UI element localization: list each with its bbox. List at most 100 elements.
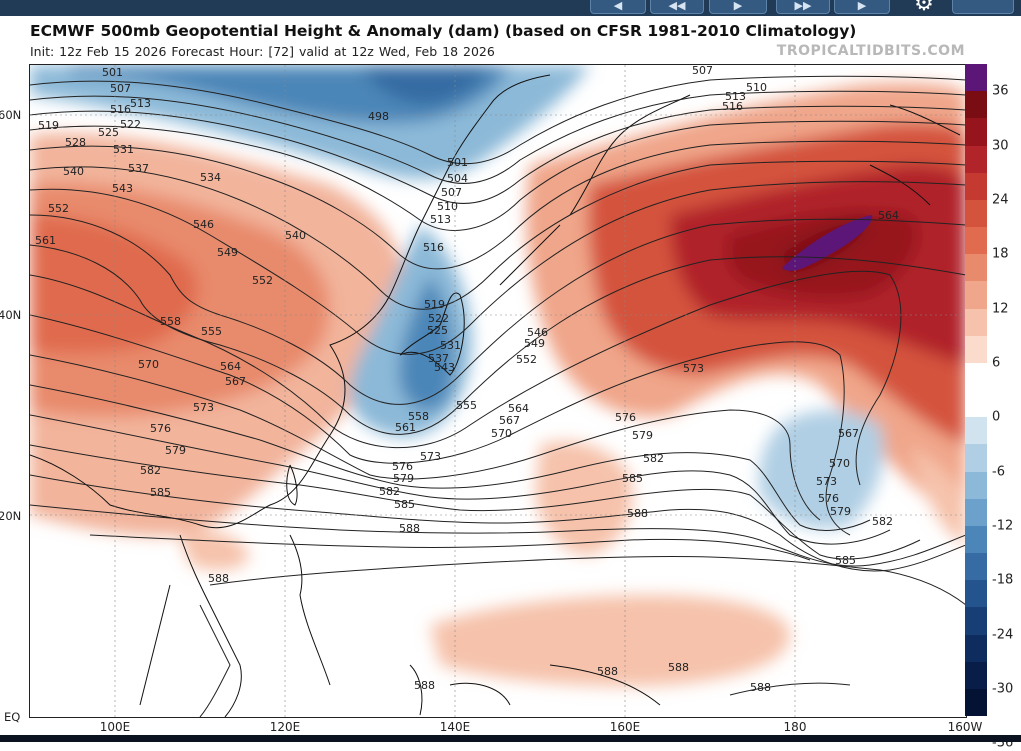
contour-label: 543 bbox=[434, 361, 455, 374]
contour-label: 528 bbox=[65, 136, 86, 149]
anomaly-fill bbox=[30, 65, 966, 687]
colorbar-segment bbox=[965, 417, 987, 445]
colorbar-segment bbox=[965, 227, 987, 255]
lon-label: 180 bbox=[783, 720, 807, 734]
contour-label: 522 bbox=[428, 312, 449, 325]
colorbar-segment bbox=[965, 525, 987, 554]
lat-label: EQ bbox=[4, 710, 21, 724]
contour-label: 555 bbox=[456, 399, 477, 412]
contour-label: 555 bbox=[201, 325, 222, 338]
map-title: ECMWF 500mb Geopotential Height & Anomal… bbox=[30, 22, 857, 40]
lon-label: 160E bbox=[609, 720, 641, 734]
contour-label: 585 bbox=[394, 498, 415, 511]
contour-label: 567 bbox=[838, 427, 859, 440]
colorbar-segment bbox=[965, 471, 987, 500]
contour-label: 516 bbox=[423, 241, 444, 254]
contour-label: 579 bbox=[393, 472, 414, 485]
contour-label: 522 bbox=[120, 118, 141, 131]
contour-label: 579 bbox=[632, 429, 653, 442]
contour-label: 561 bbox=[395, 421, 416, 434]
contour-label: 588 bbox=[627, 507, 648, 520]
toolbar: ◀ ◀◀ ▶ ▶▶ ▶ ⚙ bbox=[0, 0, 1021, 16]
next-button[interactable]: ▶ bbox=[834, 0, 890, 14]
colorbar-segment bbox=[965, 145, 987, 174]
contour-label: 546 bbox=[193, 218, 214, 231]
colorbar-segment bbox=[965, 688, 987, 717]
colorbar-label: 6 bbox=[992, 355, 1001, 371]
prev-button[interactable]: ◀ bbox=[590, 0, 646, 14]
lon-label: 120E bbox=[269, 720, 301, 734]
contour-label: 582 bbox=[872, 515, 893, 528]
close-button[interactable] bbox=[952, 0, 1014, 14]
contour-label: 558 bbox=[408, 410, 429, 423]
contour-label: 585 bbox=[835, 554, 856, 567]
map-subtitle: Init: 12z Feb 15 2026 Forecast Hour: [72… bbox=[30, 44, 495, 59]
contour-label: 510 bbox=[746, 81, 767, 94]
colorbar-label: -6 bbox=[992, 464, 1005, 479]
colorbar-segment bbox=[965, 118, 987, 146]
contour-label: 540 bbox=[285, 229, 306, 242]
contour-label: 549 bbox=[217, 246, 238, 259]
contour-labels: 501 507 516 513 519 525 522 528 531 537 … bbox=[35, 65, 899, 694]
colorbar-label: -24 bbox=[992, 627, 1014, 642]
gear-icon[interactable]: ⚙ bbox=[914, 0, 934, 16]
contour-label: 585 bbox=[150, 486, 171, 499]
anomaly-map: 501 507 516 513 519 525 522 528 531 537 … bbox=[30, 65, 966, 717]
contour-label: 588 bbox=[208, 572, 229, 585]
contour-label: 516 bbox=[722, 100, 743, 113]
contour-label: 576 bbox=[392, 460, 413, 473]
back-button[interactable]: ◀◀ bbox=[650, 0, 704, 14]
contour-label: 567 bbox=[499, 414, 520, 427]
contour-label: 588 bbox=[668, 661, 689, 674]
colorbar-label: 36 bbox=[992, 83, 1009, 99]
contour-label: 507 bbox=[110, 82, 131, 95]
colorbar-segment bbox=[965, 91, 987, 119]
colorbar-segment bbox=[965, 444, 987, 472]
colorbar-label: 12 bbox=[992, 301, 1009, 316]
contour-label: 510 bbox=[437, 200, 458, 213]
contour-label: 525 bbox=[98, 126, 119, 139]
lat-label: 40N bbox=[0, 308, 22, 322]
contour-label: 534 bbox=[200, 171, 221, 184]
contour-label: 588 bbox=[399, 522, 420, 535]
contour-label: 564 bbox=[220, 360, 241, 373]
contour-label: 582 bbox=[140, 464, 161, 477]
colorbar-label: -18 bbox=[992, 572, 1014, 588]
contour-label: 588 bbox=[750, 681, 771, 694]
contour-label: 537 bbox=[128, 162, 149, 175]
contour-label: 573 bbox=[420, 450, 441, 463]
contour-label: 585 bbox=[622, 472, 643, 485]
contour-label: 570 bbox=[138, 358, 159, 371]
colorbar-segment bbox=[965, 661, 987, 690]
contour-label: 507 bbox=[441, 186, 462, 199]
contour-label: 519 bbox=[424, 298, 445, 311]
colorbar-label: -12 bbox=[992, 518, 1014, 534]
colorbar-label: 18 bbox=[992, 246, 1009, 262]
colorbar-label: 24 bbox=[992, 192, 1009, 208]
coastlines bbox=[30, 74, 961, 717]
contour-label: 531 bbox=[440, 339, 461, 352]
contour-label: 573 bbox=[816, 475, 837, 488]
contour-label: 552 bbox=[48, 202, 69, 215]
contour-label: 588 bbox=[597, 665, 618, 678]
colorbar-segment bbox=[965, 281, 987, 309]
play-button[interactable]: ▶ bbox=[709, 0, 767, 14]
lon-label: 100E bbox=[99, 720, 131, 734]
colorbar-segment bbox=[965, 390, 987, 418]
contour-label: 573 bbox=[683, 362, 704, 375]
contour-label: 573 bbox=[193, 401, 214, 414]
height-contours bbox=[30, 75, 966, 717]
contour-label: 570 bbox=[829, 457, 850, 470]
contour-label: 564 bbox=[878, 209, 899, 222]
colorbar-segment bbox=[965, 172, 987, 201]
colorbar-label: -30 bbox=[992, 681, 1014, 697]
contour-label: 579 bbox=[165, 444, 186, 457]
forward-button[interactable]: ▶▶ bbox=[776, 0, 830, 14]
contour-label: 570 bbox=[491, 427, 512, 440]
colorbar-label: 0 bbox=[992, 409, 1001, 425]
contour-label: 537 bbox=[428, 352, 449, 365]
graticule bbox=[30, 65, 966, 717]
colorbar-segment bbox=[965, 580, 987, 608]
contour-label: 513 bbox=[130, 97, 151, 110]
lat-label: 60N bbox=[0, 108, 22, 122]
